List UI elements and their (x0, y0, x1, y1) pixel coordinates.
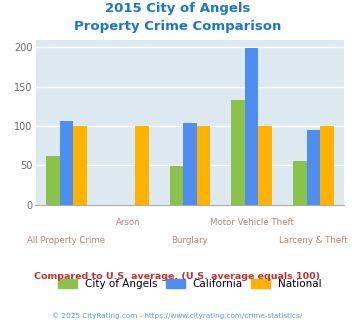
Bar (307, 130, 320, 205)
Bar (60, 121, 73, 205)
Text: Larceny & Theft: Larceny & Theft (279, 236, 348, 245)
Bar (258, 126, 272, 205)
Text: Burglary: Burglary (171, 236, 208, 245)
Text: Motor Vehicle Theft: Motor Vehicle Theft (210, 218, 294, 227)
Bar (320, 126, 334, 205)
Bar (197, 126, 210, 205)
Bar (231, 100, 245, 205)
Text: 2015 City of Angels: 2015 City of Angels (105, 2, 250, 15)
Text: All Property Crime: All Property Crime (27, 236, 105, 245)
Text: © 2025 CityRating.com - https://www.cityrating.com/crime-statistics/: © 2025 CityRating.com - https://www.city… (53, 312, 302, 318)
Bar (46, 156, 60, 205)
Bar (183, 123, 197, 205)
Text: Property Crime Comparison: Property Crime Comparison (74, 20, 281, 33)
Bar (293, 161, 307, 205)
Bar (73, 126, 87, 205)
Bar (170, 166, 183, 205)
Text: Compared to U.S. average. (U.S. average equals 100): Compared to U.S. average. (U.S. average … (34, 272, 321, 281)
Bar (245, 48, 258, 205)
Bar (135, 126, 148, 205)
Legend: City of Angels, California, National: City of Angels, California, National (58, 279, 322, 289)
Text: Arson: Arson (116, 218, 141, 227)
